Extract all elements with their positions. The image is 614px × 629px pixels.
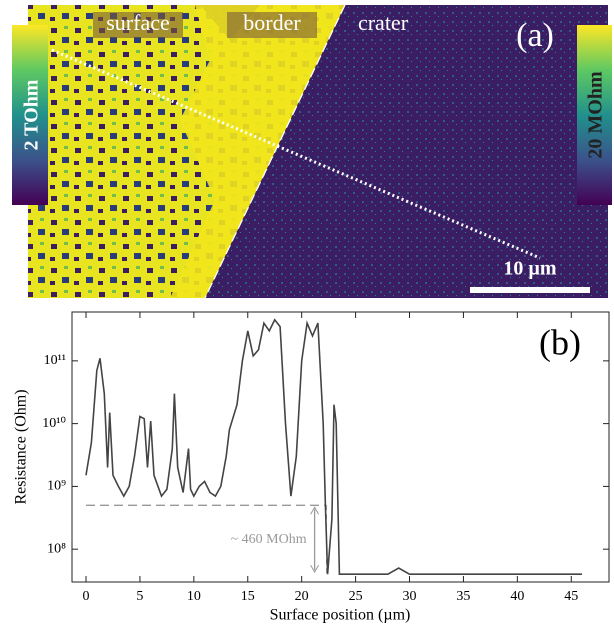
x-tick-label: 10 [187, 589, 201, 604]
region-label: surface [106, 10, 170, 35]
y-tick-label: 10⁸ [47, 541, 66, 556]
colorbar-label: 20 MOhm [585, 71, 607, 159]
colorbar [577, 25, 612, 205]
label-box [227, 12, 317, 38]
profile-line [51, 48, 541, 260]
x-tick-label: 35 [456, 589, 470, 604]
x-tick-label: 40 [510, 589, 524, 604]
y-tick-label: 10¹¹ [44, 353, 66, 368]
border-area [170, 5, 345, 298]
colorbar [12, 25, 48, 205]
y-tick-label: 10¹⁰ [42, 416, 66, 431]
x-tick-label: 25 [349, 589, 363, 604]
x-axis-label: Surface position (µm) [270, 607, 411, 624]
scale-bar [470, 287, 590, 293]
scale-bar-label: 10 µm [503, 258, 557, 280]
y-axis-label: Resistance (Ohm) [13, 389, 30, 504]
arrow-head [310, 506, 320, 515]
x-tick-label: 45 [564, 589, 578, 604]
label-box [93, 12, 183, 38]
chart: (b) Surface position (µm) Resistance (Oh… [13, 311, 610, 624]
panel-label: (b) [539, 322, 581, 362]
arrow-head [310, 564, 320, 574]
plot-frame [71, 311, 610, 583]
micrograph: surface border crater (a) 2 TOhm 20 MOhm… [12, 4, 612, 299]
x-tick-label: 20 [295, 589, 309, 604]
x-tick-label: 5 [136, 589, 143, 604]
border-line [204, 4, 346, 299]
region-label: border [243, 10, 301, 35]
colorbar-label: 2 TOhm [21, 79, 43, 150]
x-tick-label: 15 [241, 589, 255, 604]
y-tick-label: 10⁹ [47, 479, 66, 494]
x-tick-label: 0 [83, 589, 90, 604]
data-line [85, 318, 582, 575]
panel-label: (a) [516, 17, 554, 54]
annotation: ~ 460 MOhm [231, 532, 307, 547]
x-tick-label: 30 [403, 589, 417, 604]
region-label: crater [358, 10, 409, 35]
